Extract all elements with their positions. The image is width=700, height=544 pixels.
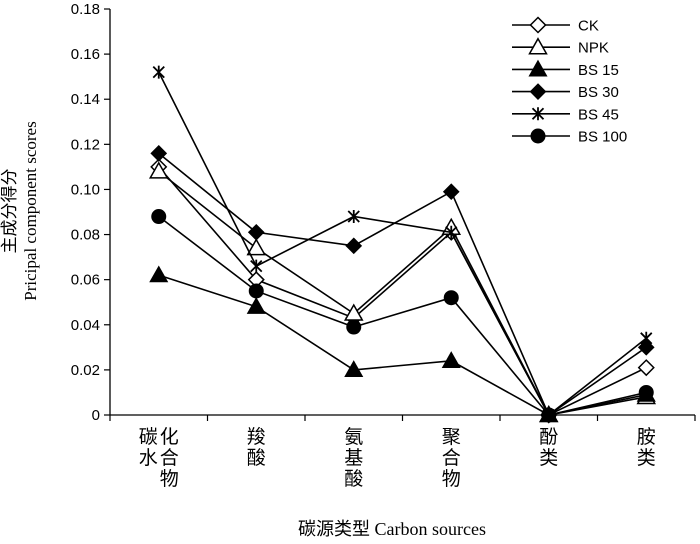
y-tick-label: 0.12	[71, 136, 100, 153]
legend-marker	[529, 83, 547, 100]
y-tick-label: 0.16	[71, 46, 100, 63]
data-point	[148, 161, 169, 179]
legend-item: BS 45	[512, 106, 619, 123]
x-tick-label: 氨基酸	[344, 426, 363, 490]
legend: CK NPK BS 15 BS 30 BS 45 BS 100	[512, 16, 627, 146]
data-point	[247, 223, 265, 241]
data-point	[541, 407, 557, 423]
data-point	[246, 297, 266, 314]
data-point	[346, 319, 362, 335]
data-point	[151, 209, 167, 225]
x-tick-label: 胺类	[637, 426, 656, 469]
y-axis-title-cn: 主成分得分	[0, 169, 19, 254]
y-tick-label: 0.06	[71, 272, 100, 289]
y-axis-title-en: Pricipal component scores	[21, 121, 40, 300]
x-tick-label: 酚类	[539, 426, 558, 469]
legend-label: BS 100	[578, 129, 627, 146]
series-line	[158, 170, 647, 416]
data-point	[149, 265, 169, 283]
x-tick-label-column: 聚合物	[442, 426, 461, 490]
data-point	[345, 237, 363, 255]
series-bs-100	[151, 209, 654, 423]
legend-item: BS 15	[512, 59, 619, 79]
y-tick-label: 0.08	[71, 227, 100, 244]
x-tick-label-column: 化合物	[160, 426, 179, 490]
series-ck	[150, 158, 655, 424]
y-tick-label: 0.02	[71, 362, 100, 379]
data-point	[152, 65, 165, 79]
x-tick-label-column: 碳水	[139, 426, 158, 469]
y-tick-label: 0.10	[71, 181, 100, 198]
series-line	[158, 152, 647, 417]
legend-label: BS 30	[578, 84, 619, 101]
series-bs-15	[149, 265, 656, 423]
series-bs-45	[152, 65, 653, 422]
data-point	[246, 238, 267, 256]
x-tick-label-column: 胺类	[637, 426, 656, 469]
y-tick-label: 0.14	[71, 91, 100, 108]
data-point	[637, 338, 655, 356]
legend-label: NPK	[578, 40, 609, 57]
series-line	[158, 71, 647, 417]
legend-label: CK	[578, 18, 599, 35]
data-point	[640, 331, 653, 345]
data-point	[248, 283, 264, 299]
data-point	[344, 360, 364, 377]
x-tick-label-column: 羧酸	[247, 426, 266, 469]
series-npk	[148, 161, 657, 423]
series-layer	[148, 65, 657, 424]
x-tick-label: 聚合物	[442, 426, 461, 490]
series-line	[158, 166, 647, 417]
y-tick-label: 0.04	[71, 317, 100, 334]
series-line	[158, 274, 647, 416]
data-point	[441, 351, 461, 368]
legend-marker	[530, 128, 546, 144]
data-point	[150, 145, 168, 162]
legend-marker	[528, 37, 548, 55]
legend-item: BS 30	[512, 83, 619, 101]
legend-marker	[528, 59, 548, 77]
y-tick-label: 0.18	[71, 1, 100, 18]
x-tick-label-column: 氨基酸	[344, 426, 363, 490]
y-axis-ticks: 0 0.02 0.04 0.06 0.08 0.10 0.12 0.14 0.16 0.18	[71, 1, 110, 424]
x-axis-title: 碳源类型 Carbon sources	[298, 519, 486, 539]
data-point	[250, 259, 263, 273]
series-bs-30	[150, 145, 655, 424]
data-point	[442, 183, 460, 201]
legend-item: NPK	[512, 37, 609, 57]
data-point	[637, 359, 655, 377]
legend-label: BS 15	[578, 62, 619, 79]
x-tick-label: 羧酸	[247, 426, 266, 469]
legend-item: BS 100	[512, 128, 627, 146]
data-point	[445, 225, 458, 239]
legend-label: BS 45	[578, 106, 619, 123]
series-line	[158, 215, 647, 416]
data-point	[638, 384, 654, 400]
y-tick-label: 0	[92, 407, 100, 424]
legend-item: CK	[512, 16, 599, 35]
x-tick-label-column: 酚类	[539, 426, 558, 469]
legend-marker	[531, 107, 545, 121]
data-point	[347, 210, 360, 224]
data-point	[443, 290, 459, 306]
legend-marker	[529, 16, 547, 34]
